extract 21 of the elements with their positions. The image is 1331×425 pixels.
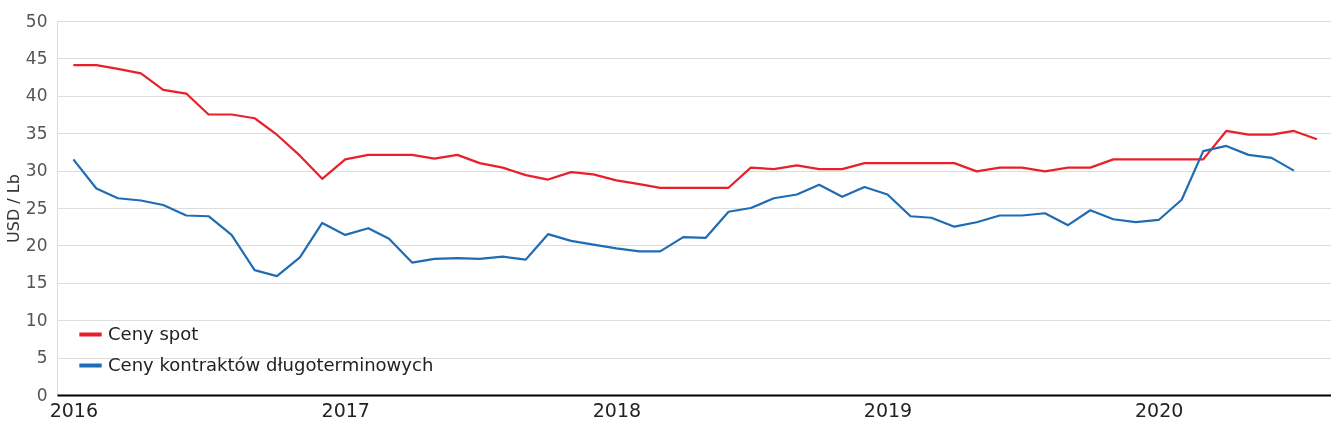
- legend-label: Ceny spot: [108, 322, 199, 344]
- y-tick-label: 40: [25, 85, 48, 106]
- y-tick-label: 50: [25, 10, 48, 31]
- y-tick-label: 10: [25, 309, 48, 330]
- y-tick-label: 35: [25, 122, 48, 143]
- y-tick-label: 25: [25, 197, 48, 218]
- legend-label: Ceny kontraktów długoterminowych: [108, 353, 434, 375]
- x-tick-label: 2019: [863, 398, 913, 421]
- y-tick-label: 30: [25, 160, 48, 181]
- x-tick-label: 2020: [1134, 398, 1184, 421]
- y-tick-label: 5: [36, 347, 48, 368]
- y-tick-label: 0: [36, 384, 48, 405]
- y-tick-label: 15: [25, 272, 48, 293]
- y-tick-label: 20: [25, 234, 48, 255]
- x-tick-label: 2017: [321, 398, 370, 421]
- y-tick-label: 45: [25, 47, 48, 68]
- line-series: [72, 144, 1295, 278]
- x-tick-label: 2018: [592, 398, 642, 421]
- y-axis-title: USD / Lb: [3, 174, 23, 243]
- x-tick-label: 2016: [49, 398, 99, 421]
- line-series: [72, 64, 1318, 189]
